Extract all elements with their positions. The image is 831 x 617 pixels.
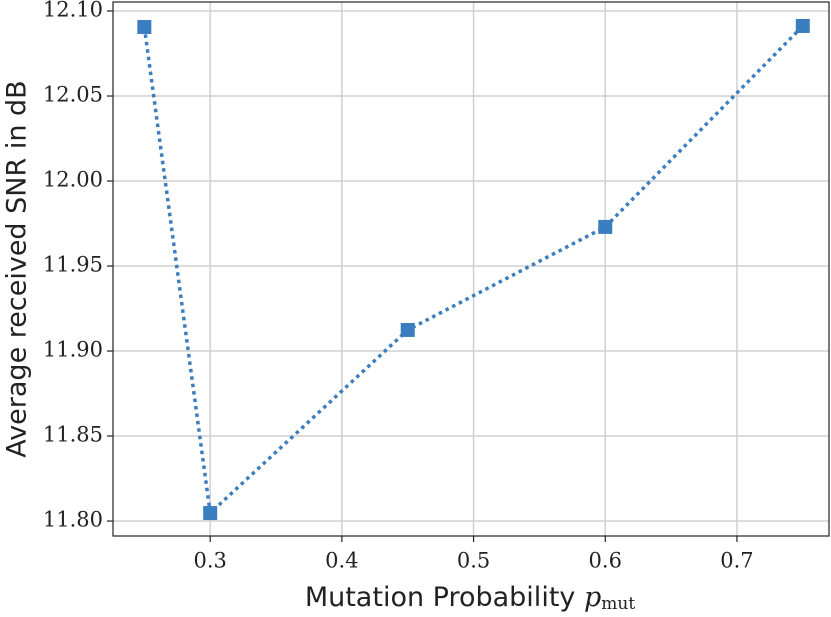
y-tick-label: 11.95	[43, 253, 103, 277]
y-axis-label: Average received SNR in dB	[2, 80, 33, 457]
x-tick-label: 0.4	[325, 549, 358, 573]
x-tick-label: 0.5	[457, 549, 490, 573]
y-tick-label: 11.80	[43, 508, 103, 532]
y-tick-label: 12.00	[43, 168, 103, 192]
x-label-symbol: p	[584, 582, 601, 613]
data-point	[203, 506, 218, 521]
data-point	[598, 219, 613, 234]
x-tick-label: 0.3	[193, 549, 226, 573]
x-label-text: Mutation Probability	[305, 582, 576, 613]
x-tick-label: 0.7	[720, 549, 753, 573]
y-tick-label: 11.85	[43, 423, 103, 447]
data-point	[795, 18, 810, 33]
y-tick-label: 11.90	[43, 338, 103, 362]
data-point	[137, 19, 152, 34]
y-tick-label: 12.05	[43, 83, 103, 107]
x-tick-label: 0.6	[589, 549, 622, 573]
plot-frame	[112, 1, 830, 537]
data-point	[400, 322, 415, 337]
x-label-subscript: mut	[601, 594, 635, 614]
x-axis-label: Mutation Probability pmut	[305, 582, 636, 614]
y-tick-label: 12.10	[43, 0, 103, 22]
